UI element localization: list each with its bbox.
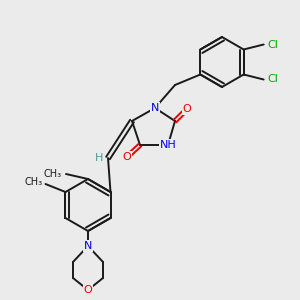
- Text: NH: NH: [160, 140, 176, 150]
- Text: N: N: [151, 103, 159, 113]
- Text: O: O: [183, 104, 191, 114]
- Text: H: H: [94, 153, 103, 163]
- Text: Cl: Cl: [268, 40, 278, 50]
- Text: Cl: Cl: [268, 74, 278, 85]
- Text: O: O: [84, 285, 92, 295]
- Text: CH₃: CH₃: [24, 177, 43, 187]
- Text: O: O: [123, 152, 131, 162]
- Text: N: N: [84, 241, 92, 251]
- Text: CH₃: CH₃: [44, 169, 62, 179]
